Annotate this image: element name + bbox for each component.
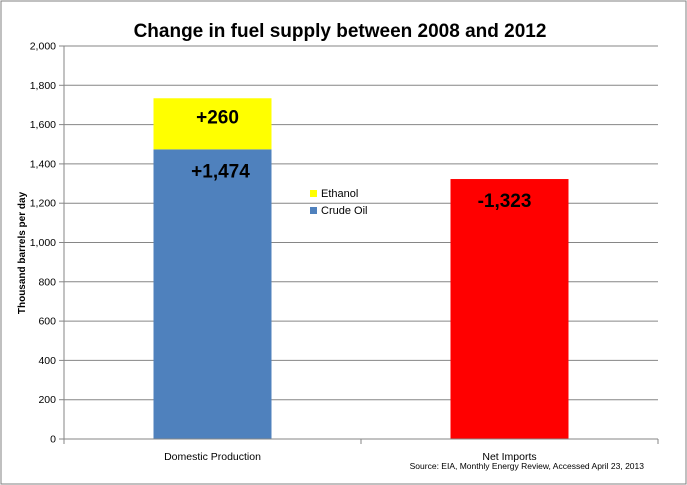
y-tick-label: 1,200	[30, 198, 56, 210]
y-tick-label: 200	[38, 394, 56, 406]
legend: Ethanol Crude Oil	[310, 188, 367, 217]
legend-swatch	[310, 207, 317, 214]
y-tick-label: 1,400	[30, 158, 56, 170]
data-label: +1,474	[191, 161, 250, 182]
y-tick-label: 1,800	[30, 80, 56, 92]
bar-segment	[153, 149, 272, 439]
x-tick-label: Net Imports	[482, 451, 536, 463]
y-tick-label: 400	[38, 355, 56, 367]
y-tick-label: 0	[50, 434, 56, 446]
y-tick-label: 2,000	[30, 41, 56, 53]
data-labels: +260 +1,474 -1,323	[191, 107, 531, 212]
legend-label: Ethanol	[321, 188, 358, 200]
y-tick-label: 1,600	[30, 119, 56, 131]
source-note: Source: EIA, Monthly Energy Review, Acce…	[410, 461, 645, 471]
legend-label: Crude Oil	[321, 205, 367, 217]
bars	[153, 98, 569, 439]
y-axis-ticks: 0 200 400 600 800 1,000 1,200 1,400 1,600 1,800 2,…	[30, 41, 64, 446]
y-tick-label: 800	[38, 276, 56, 288]
y-tick-label: 1,000	[30, 237, 56, 249]
data-label: -1,323	[478, 191, 532, 212]
chart-title: Change in fuel supply between 2008 and 2…	[134, 21, 547, 42]
x-tick-label: Domestic Production	[164, 451, 261, 463]
y-tick-label: 600	[38, 316, 56, 328]
bar-segment	[153, 98, 272, 150]
bar-segment	[450, 179, 569, 439]
x-axis-labels: Domestic Production Net Imports	[164, 451, 537, 463]
data-label: +260	[196, 107, 239, 128]
y-axis-label: Thousand barrels per day	[17, 191, 28, 314]
legend-swatch	[310, 190, 317, 197]
axes	[63, 46, 659, 444]
